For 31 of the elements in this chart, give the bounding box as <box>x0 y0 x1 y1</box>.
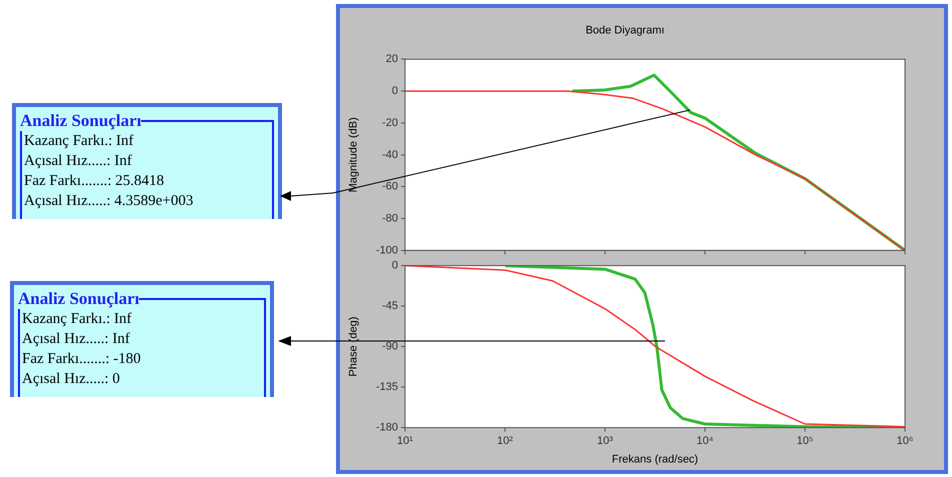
x-tick-label: 10¹ <box>397 435 414 448</box>
y-tick-label: -45 <box>382 300 398 312</box>
x-tick-label: 10³ <box>597 435 614 448</box>
text: Kazanç Farkı.: Inf <box>22 310 133 329</box>
y-tick-label: -40 <box>382 148 398 161</box>
y-axis-title: Magnitude (dB) <box>348 117 360 192</box>
text: Açısal Hız.....: Inf <box>24 152 133 171</box>
x-tick-label: 10⁴ <box>696 435 714 448</box>
x-tick-label: 10⁵ <box>796 435 814 448</box>
y-tick-label: -80 <box>382 212 398 225</box>
x-axis-title: Frekans (rad/sec) <box>612 453 698 466</box>
y-tick-label: -100 <box>376 244 398 256</box>
y-tick-label: -20 <box>382 116 398 129</box>
text: Analiz Sonuçları <box>20 111 142 131</box>
y-tick-label: 0 <box>392 260 398 272</box>
text: Açısal Hız.....: 4.3589e+003 <box>24 192 194 211</box>
text: Analiz Sonuçları <box>18 289 140 309</box>
text: Faz Farkı.......: -180 <box>22 350 142 369</box>
x-tick-label: 10⁶ <box>896 435 914 448</box>
y-tick-label: -180 <box>376 422 398 434</box>
text: Faz Farkı.......: 25.8418 <box>24 172 165 191</box>
text: Kazanç Farkı.: Inf <box>24 132 135 151</box>
y-tick-label: -90 <box>382 340 398 353</box>
text: Açısal Hız.....: Inf <box>22 330 131 349</box>
y-tick-label: -60 <box>382 180 398 193</box>
y-tick-label: -135 <box>376 381 398 394</box>
chart-title: Bode Diyagramı <box>586 24 664 37</box>
text: Açısal Hız.....: 0 <box>22 370 121 389</box>
y-tick-label: 20 <box>386 53 398 66</box>
y-tick-label: 0 <box>392 85 398 98</box>
x-tick-label: 10² <box>497 435 514 448</box>
